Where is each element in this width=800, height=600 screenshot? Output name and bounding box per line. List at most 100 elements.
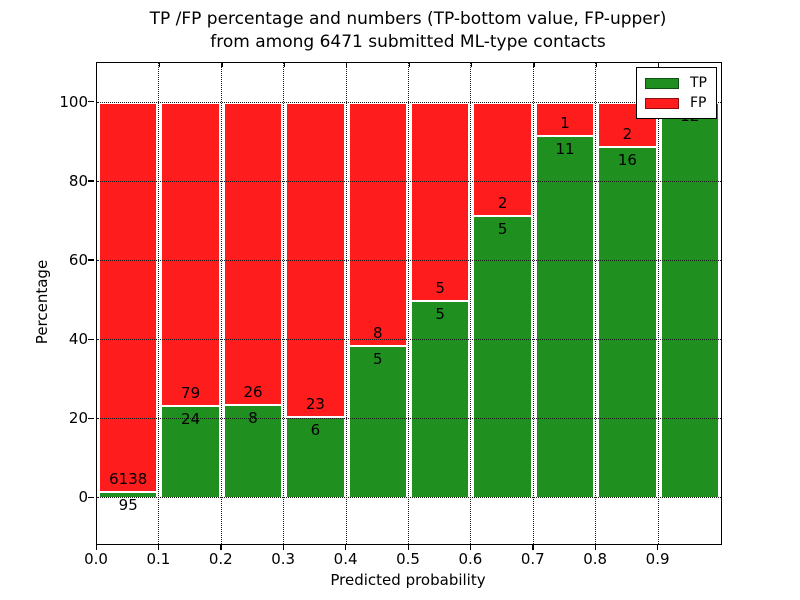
tp-count-label: 11 [555, 139, 575, 158]
x-tick-label: 0.0 [84, 550, 108, 568]
fp-bar-segment [286, 102, 345, 417]
x-tick-label: 0.4 [333, 550, 358, 568]
tp-bar-segment [411, 300, 470, 499]
x-tick-label: 0.1 [146, 550, 171, 568]
horizontal-gridline [97, 497, 721, 499]
tp-count-label: 6 [310, 420, 321, 439]
y-axis-tick [88, 101, 94, 103]
x-axis-tick [657, 545, 659, 550]
fp-count-label: 23 [305, 394, 325, 413]
vertical-gridline [595, 63, 597, 544]
y-tick-label: 0 [78, 488, 88, 507]
tp-legend-swatch [645, 77, 679, 89]
top-tick [658, 63, 660, 67]
chart-title-line2: from among 6471 submitted ML-type contac… [210, 32, 606, 52]
vertical-gridline [470, 63, 472, 544]
vertical-gridline [532, 63, 534, 544]
fp-count-label: 2 [622, 124, 633, 143]
x-axis-tick [95, 545, 97, 550]
y-axis-tick [88, 417, 94, 420]
x-tick-label: 0.2 [208, 550, 233, 568]
legend-label: FP [690, 95, 707, 111]
x-tick-label: 0.5 [396, 550, 420, 568]
top-tick [408, 63, 410, 67]
vertical-gridline [345, 63, 347, 544]
y-tick-label: 100 [59, 92, 88, 111]
tp-bar-segment [535, 135, 595, 499]
y-axis-tick [88, 180, 94, 182]
vertical-gridline [657, 63, 659, 544]
x-tick-label: 0.7 [520, 550, 545, 568]
x-axis-tick [220, 545, 222, 550]
x-axis-tick [407, 545, 409, 550]
tp-count-label: 95 [118, 496, 138, 515]
top-tick [595, 63, 598, 67]
x-axis-tick [282, 545, 285, 550]
top-tick [533, 63, 535, 67]
top-tick [346, 63, 348, 67]
tp-count-label: 5 [435, 304, 445, 323]
fp-legend-swatch [645, 97, 679, 109]
tp-count-label: 5 [497, 219, 508, 238]
y-tick-label: 40 [68, 330, 88, 349]
horizontal-gridline [97, 180, 721, 182]
fp-count-label: 79 [181, 384, 201, 403]
fp-bar-segment [161, 102, 220, 407]
tp-count-label: 24 [181, 410, 201, 429]
fp-count-label: 6138 [109, 470, 148, 489]
tp-bar-segment [161, 406, 220, 499]
vertical-gridline [408, 63, 409, 544]
top-tick [283, 63, 286, 67]
x-tick-label: 0.9 [645, 550, 670, 568]
legend-row: FP [645, 93, 707, 113]
fp-count-label: 26 [243, 383, 263, 402]
fp-bar-segment [348, 102, 407, 347]
fp-bar-segment [411, 102, 470, 301]
fp-count-label: 2 [497, 193, 508, 212]
horizontal-gridline [97, 418, 721, 420]
fp-bar-segment [535, 102, 595, 136]
vertical-gridline [283, 63, 285, 544]
y-tick-label: 60 [68, 250, 88, 269]
horizontal-gridline [97, 259, 721, 261]
fp-count-label: 5 [435, 278, 445, 297]
x-axis-tick [594, 545, 597, 550]
tp-bar-segment [223, 405, 283, 499]
vertical-gridline [158, 63, 160, 544]
y-axis-tick [88, 259, 94, 261]
vertical-gridline [220, 63, 222, 544]
legend: TP FP [636, 67, 717, 119]
tp-bar-segment [348, 346, 407, 499]
horizontal-gridline [97, 339, 721, 341]
fp-bar-segment [223, 102, 283, 406]
horizontal-gridline [97, 101, 721, 103]
y-tick-label: 20 [68, 409, 88, 428]
x-tick-label: 0.6 [458, 550, 483, 568]
x-axis-tick [532, 545, 534, 550]
tp-bar-segment [286, 416, 345, 499]
legend-label: TP [690, 75, 707, 91]
top-tick [470, 63, 473, 67]
tp-bar-segment [598, 146, 657, 499]
top-tick [158, 63, 161, 67]
x-axis-tick [469, 545, 472, 550]
x-axis-label: Predicted probability [330, 571, 486, 589]
tp-bar-segment [660, 102, 719, 499]
chart-title-line1: TP /FP percentage and numbers (TP-bottom… [149, 9, 667, 29]
y-axis-tick [88, 496, 94, 499]
x-tick-label: 0.8 [583, 550, 608, 568]
x-tick-label: 0.3 [271, 550, 296, 568]
fp-count-label: 1 [560, 113, 570, 132]
tp-count-label: 5 [373, 350, 383, 369]
y-axis-tick [88, 338, 94, 340]
legend-row: TP [645, 73, 707, 93]
x-axis-tick [157, 545, 160, 550]
fp-bar-segment [473, 102, 532, 216]
x-axis-tick [345, 545, 347, 550]
top-tick [221, 63, 223, 67]
fp-count-label: 8 [373, 324, 383, 343]
chart-title: TP /FP percentage and numbers (TP-bottom… [96, 8, 720, 54]
tp-bar-segment [473, 215, 532, 499]
